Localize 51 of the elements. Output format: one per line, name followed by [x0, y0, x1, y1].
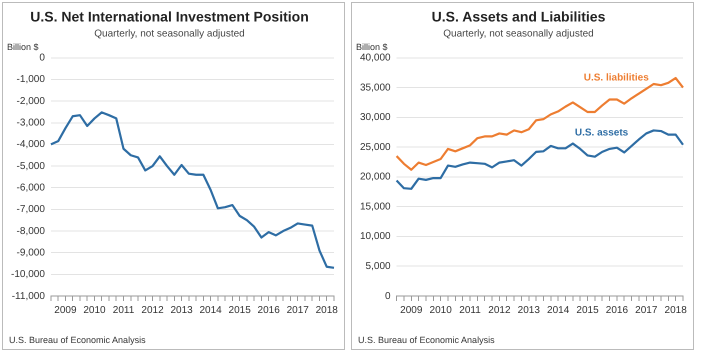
x-tick-label: 2015 — [576, 304, 600, 316]
y-tick-label: -4,000 — [16, 139, 46, 150]
y-tick-label: -7,000 — [16, 204, 46, 216]
text: U.S. Bureau of Economic Analysis — [358, 335, 495, 345]
x-tick-label: 2018 — [664, 304, 688, 316]
x-tick-label: 2016 — [258, 304, 280, 316]
x-tick-label: 2018 — [316, 304, 338, 316]
y-axis-title: Billion $ — [7, 42, 39, 52]
x-tick-label: 2017 — [635, 304, 658, 316]
x-tick-label: 2016 — [606, 304, 628, 316]
x-tick-label: 2010 — [430, 304, 452, 316]
series-label: U.S. liabilities — [584, 72, 650, 84]
x-tick-label: 2013 — [518, 304, 540, 316]
y-tick-label: 15,000 — [360, 201, 392, 212]
y-tick-label: 5,000 — [366, 260, 392, 272]
y-tick-label: 0 — [385, 290, 392, 302]
y-axis-title: Billion $ — [356, 42, 388, 52]
y-tick-label: -3,000 — [16, 118, 46, 129]
y-tick-label: -6,000 — [16, 182, 46, 194]
y-tick-label: -8,000 — [16, 226, 46, 237]
y-tick-label: -1,000 — [16, 74, 46, 86]
y-tick-label: -11,000 — [12, 290, 46, 302]
chart-subtitle: Quarterly, not seasonally adjusted — [443, 28, 594, 40]
y-tick-label: 25,000 — [360, 142, 392, 153]
y-tick-label: 0 — [39, 52, 46, 64]
x-tick-label: 2014 — [547, 304, 570, 316]
x-tick-label: 2009 — [54, 304, 77, 316]
y-tick-label: 40,000 — [360, 52, 392, 64]
x-tick-label: 2015 — [228, 304, 252, 316]
x-tick-label: 2009 — [400, 304, 423, 316]
x-tick-label: 2017 — [286, 304, 310, 316]
x-tick-label: 2011 — [112, 304, 135, 316]
text: U.S. Bureau of Economic Analysis — [9, 335, 146, 345]
y-tick-label: 10,000 — [360, 231, 392, 242]
x-tick-label: 2012 — [488, 304, 511, 316]
x-tick-label: 2014 — [199, 304, 222, 316]
y-tick-label: 20,000 — [360, 172, 392, 183]
chart-title: U.S. Net International Investment Position — [30, 8, 309, 24]
y-tick-label: 35,000 — [360, 82, 392, 94]
y-tick-label: -10,000 — [10, 269, 46, 280]
x-tick-label: 2013 — [170, 304, 194, 316]
series-label: U.S. assets — [574, 127, 629, 138]
x-tick-label: 2012 — [141, 304, 164, 316]
chart-subtitle: Quarterly, not seasonally adjusted — [94, 28, 245, 40]
y-tick-label: -5,000 — [16, 160, 46, 172]
chart-title: U.S. Assets and Liabilities — [432, 8, 606, 24]
y-tick-label: 30,000 — [360, 112, 392, 124]
y-tick-label: -9,000 — [16, 247, 46, 258]
x-tick-label: 2011 — [459, 304, 482, 316]
x-tick-label: 2010 — [83, 304, 106, 316]
y-tick-label: -2,000 — [16, 96, 46, 107]
